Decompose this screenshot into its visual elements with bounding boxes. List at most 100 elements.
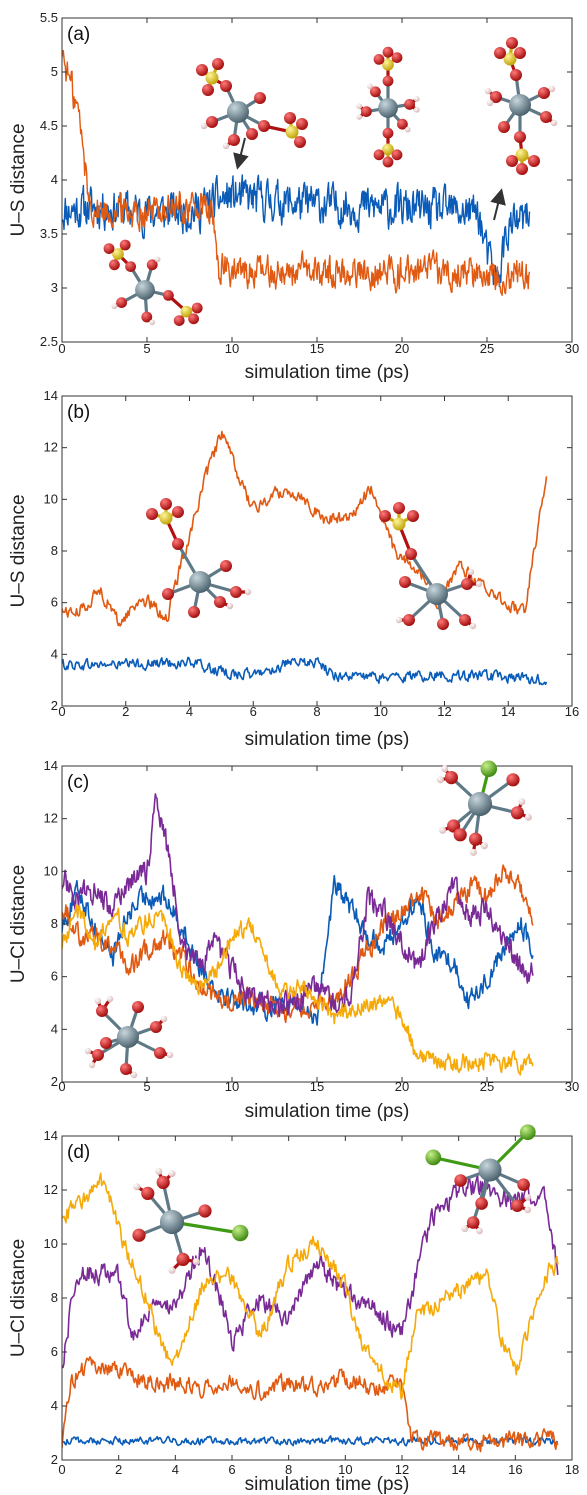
y-tick-label: 14: [44, 758, 58, 773]
panel-label: (a): [67, 24, 90, 45]
oxygen-atom: [258, 120, 270, 132]
uranyl-sulfate-complex-icon: [196, 58, 308, 150]
x-tick-label: 2: [115, 1462, 122, 1477]
x-tick-label: 12: [395, 1462, 409, 1477]
transition-arrow: [490, 188, 506, 221]
hydrogen-atom: [166, 1051, 174, 1059]
y-axis-label: U–S distance: [8, 494, 29, 607]
oxygen-atom: [506, 773, 520, 787]
oxygen-atom: [141, 1186, 155, 1200]
oxygen-atom: [188, 313, 200, 325]
hydrogen-atom: [130, 1071, 138, 1079]
oxygen-atom: [100, 1037, 112, 1049]
hydrogen-atom: [518, 798, 526, 806]
oxygen-atom: [399, 576, 411, 588]
hydrogen-atom: [413, 106, 420, 113]
oxygen-atom: [498, 121, 510, 133]
y-tick-label: 4: [51, 1021, 58, 1036]
chlorine-atom: [480, 760, 498, 778]
hydrogen-atom: [106, 995, 114, 1003]
panel-label: (d): [67, 1142, 90, 1163]
series-line-orange: [62, 1356, 559, 1453]
hydrogen-atom: [484, 87, 492, 95]
x-tick-label: 5: [143, 341, 150, 356]
hydrogen-atom: [200, 122, 208, 130]
y-tick-label: 12: [44, 811, 58, 826]
oxygen-atom: [453, 828, 467, 842]
x-tick-label: 4: [172, 1462, 179, 1477]
y-tick-label: 12: [44, 1182, 58, 1197]
oxygen-atom: [404, 99, 415, 110]
oxygen-atom: [162, 588, 174, 600]
y-tick-label: 4: [51, 172, 58, 187]
transition-arrow: [233, 137, 249, 170]
x-tick-label: 6: [250, 704, 257, 719]
oxygen-atom: [141, 311, 153, 323]
oxygen-atom: [517, 1178, 530, 1191]
x-tick-label: 20: [395, 341, 409, 356]
y-tick-label: 5: [51, 64, 58, 79]
y-tick-label: 5.5: [40, 10, 58, 25]
oxygen-atom: [382, 75, 394, 87]
oxygen-atom: [393, 502, 405, 514]
y-tick-label: 2: [51, 1074, 58, 1089]
uranium-atom: [467, 791, 493, 817]
x-tick-label: 8: [313, 704, 320, 719]
hydrogen-atom: [480, 842, 488, 850]
x-tick-label: 10: [338, 1462, 352, 1477]
oxygen-atom: [188, 606, 200, 618]
plot-frame: [61, 395, 573, 707]
sulfur-atom: [382, 58, 394, 71]
oxygen-atom: [116, 297, 127, 308]
y-tick-label: 8: [51, 916, 58, 931]
y-tick-label: 12: [44, 440, 58, 455]
oxygen-atom: [516, 163, 528, 175]
hydrogen-atom: [469, 622, 477, 630]
uranium-atom: [426, 583, 448, 605]
hydrogen-atom: [395, 616, 403, 624]
x-tick-label: 5: [143, 1079, 150, 1094]
x-tick-label: 15: [310, 1079, 324, 1094]
y-tick-label: 14: [44, 388, 58, 403]
oxygen-atom: [437, 618, 449, 630]
oxygen-atom: [466, 1216, 480, 1229]
y-tick-label: 4.5: [40, 118, 58, 133]
hydrogen-atom: [461, 1225, 469, 1233]
oxygen-atom: [382, 127, 394, 139]
y-tick-label: 8: [51, 543, 58, 558]
oxygen-atom: [254, 92, 266, 104]
y-tick-label: 4: [51, 646, 58, 661]
hydrogen-atom: [356, 103, 363, 110]
y-tick-label: 6: [51, 1344, 58, 1359]
x-tick-label: 30: [565, 341, 579, 356]
uranium-atom: [227, 101, 249, 123]
oxygen-atom: [150, 1021, 162, 1033]
x-tick-label: 8: [285, 1462, 292, 1477]
x-axis-label: simulation time (ps): [245, 362, 410, 383]
oxygen-atom: [220, 80, 232, 92]
oxygen-atom: [405, 548, 417, 560]
oxygen-atom: [370, 86, 381, 98]
x-tick-label: 15: [310, 341, 324, 356]
uranyl-sulfate-complex-icon: [146, 498, 252, 618]
x-tick-label: 16: [508, 1462, 522, 1477]
oxygen-atom: [294, 136, 306, 148]
y-tick-label: 6: [51, 969, 58, 984]
uranium-atom: [159, 1209, 185, 1235]
sulfur-atom: [112, 248, 124, 260]
x-tick-label: 25: [480, 341, 494, 356]
hydrogen-atom: [441, 765, 449, 773]
hydrogen-atom: [486, 99, 494, 107]
sulfur-atom: [159, 511, 173, 525]
uranyl-sulfate-complex-icon: [484, 37, 558, 175]
x-tick-label: 0: [58, 1462, 65, 1477]
series-line-yellow: [62, 1172, 559, 1400]
sulfur-atom: [382, 143, 394, 156]
x-tick-label: 14: [501, 704, 515, 719]
oxygen-atom: [228, 134, 240, 146]
oxygen-atom: [494, 47, 506, 59]
chlorine-atom: [519, 1124, 536, 1141]
y-tick-label: 3: [51, 280, 58, 295]
hydrogen-atom: [367, 83, 373, 90]
